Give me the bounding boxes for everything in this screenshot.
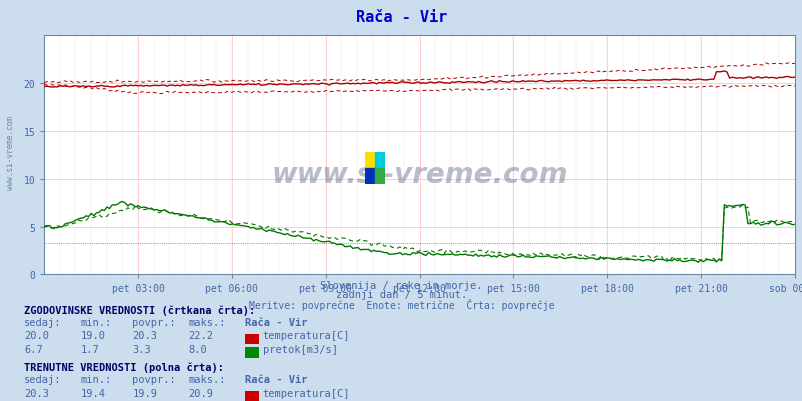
Text: min.:: min.:	[80, 374, 111, 384]
Bar	[365, 168, 375, 184]
Text: ZGODOVINSKE VREDNOSTI (črtkana črta):: ZGODOVINSKE VREDNOSTI (črtkana črta):	[24, 304, 255, 315]
Text: temperatura[C]: temperatura[C]	[262, 331, 350, 340]
Text: Slovenija / reke in morje.: Slovenija / reke in morje.	[320, 281, 482, 291]
Bar	[365, 152, 375, 168]
Text: sedaj:: sedaj:	[24, 374, 62, 384]
Text: 3.3: 3.3	[132, 344, 151, 354]
Text: 19.9: 19.9	[132, 388, 157, 397]
Text: temperatura[C]: temperatura[C]	[262, 388, 350, 397]
Text: Rača - Vir: Rača - Vir	[245, 317, 307, 327]
Text: Rača - Vir: Rača - Vir	[245, 374, 307, 384]
Text: 20.9: 20.9	[188, 388, 213, 397]
Text: 20.3: 20.3	[24, 388, 49, 397]
Text: pretok[m3/s]: pretok[m3/s]	[262, 344, 337, 354]
Text: maks.:: maks.:	[188, 374, 226, 384]
Bar	[375, 152, 385, 168]
Text: www.si-vreme.com: www.si-vreme.com	[271, 160, 567, 188]
Text: 19.0: 19.0	[80, 331, 105, 340]
Text: povpr.:: povpr.:	[132, 317, 176, 327]
Bar	[375, 168, 385, 184]
Text: 20.3: 20.3	[132, 331, 157, 340]
Text: Rača - Vir: Rača - Vir	[355, 10, 447, 25]
Text: 20.0: 20.0	[24, 331, 49, 340]
Text: 19.4: 19.4	[80, 388, 105, 397]
Text: sedaj:: sedaj:	[24, 317, 62, 327]
Text: 22.2: 22.2	[188, 331, 213, 340]
Text: min.:: min.:	[80, 317, 111, 327]
Text: 1.7: 1.7	[80, 344, 99, 354]
Text: povpr.:: povpr.:	[132, 374, 176, 384]
Text: Meritve: povprečne  Enote: metrične  Črta: povprečje: Meritve: povprečne Enote: metrične Črta:…	[249, 298, 553, 310]
Text: maks.:: maks.:	[188, 317, 226, 327]
Text: TRENUTNE VREDNOSTI (polna črta):: TRENUTNE VREDNOSTI (polna črta):	[24, 361, 224, 372]
Text: 8.0: 8.0	[188, 344, 207, 354]
Text: zadnji dan / 5 minut.: zadnji dan / 5 minut.	[335, 290, 467, 300]
Text: 6.7: 6.7	[24, 344, 43, 354]
Text: www.si-vreme.com: www.si-vreme.com	[6, 115, 14, 189]
